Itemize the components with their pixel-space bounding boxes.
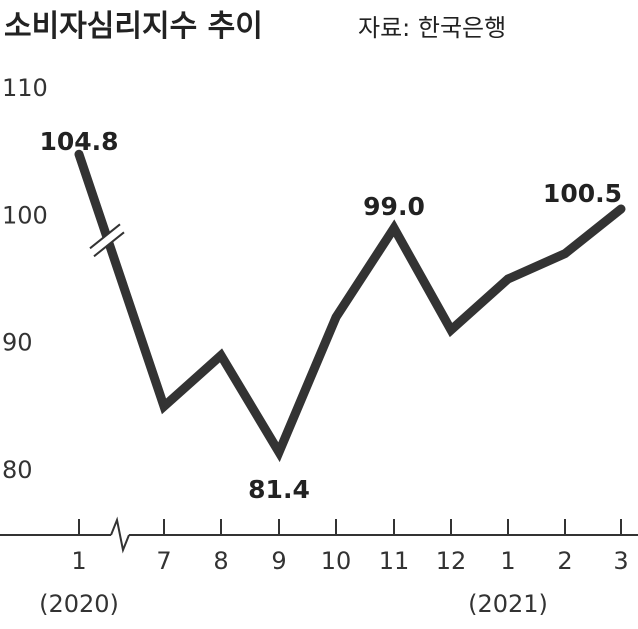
x-tick-label: 8 — [213, 547, 228, 575]
x-tick-label: 7 — [156, 547, 171, 575]
x-axis-break — [110, 516, 130, 554]
chart-source: 자료: 한국은행 — [358, 14, 506, 42]
data-point — [278, 451, 280, 453]
data-point — [507, 278, 509, 280]
x-tick-label: 1 — [71, 547, 86, 575]
year-label: (2021) — [468, 590, 548, 618]
data-point — [393, 227, 395, 229]
data-label: 100.5 — [543, 179, 622, 208]
data-labels: 104.8 81.4 99.0 100.5 — [39, 127, 622, 504]
series — [74, 149, 626, 463]
data-point — [220, 354, 222, 356]
data-label: 99.0 — [363, 192, 425, 221]
data-label: 81.4 — [248, 475, 310, 504]
line-break-gap — [89, 225, 125, 256]
chart-title: 소비자심리지수 추이 — [4, 9, 263, 44]
x-tick-label: 12 — [436, 547, 467, 575]
data-label: 104.8 — [39, 127, 118, 156]
data-point — [78, 153, 80, 155]
x-tick-label: 2 — [557, 547, 572, 575]
line-break-mark — [89, 223, 121, 250]
y-tick-label: 90 — [2, 329, 33, 357]
x-tick-label: 10 — [321, 547, 352, 575]
x-tick-label: 9 — [271, 547, 286, 575]
y-tick-label: 80 — [2, 456, 33, 484]
x-tick-label: 11 — [379, 547, 410, 575]
x-tick-label: 1 — [500, 547, 515, 575]
data-point — [620, 208, 622, 210]
line-break-mark — [93, 231, 125, 258]
data-point — [564, 253, 566, 255]
y-tick-label: 110 — [2, 74, 48, 102]
x-axis — [0, 516, 638, 554]
series-line — [74, 149, 626, 463]
x-tick-label: 3 — [613, 547, 628, 575]
data-point — [335, 316, 337, 318]
x-tick-labels: 1 7 8 9 10 11 12 1 2 3(2020) (2021) — [39, 519, 629, 618]
y-tick-labels: 110 100 90 80 — [2, 74, 48, 484]
y-tick-label: 100 — [2, 201, 48, 229]
data-point — [163, 405, 165, 407]
data-point — [450, 329, 452, 331]
year-label: (2020) — [39, 590, 119, 618]
